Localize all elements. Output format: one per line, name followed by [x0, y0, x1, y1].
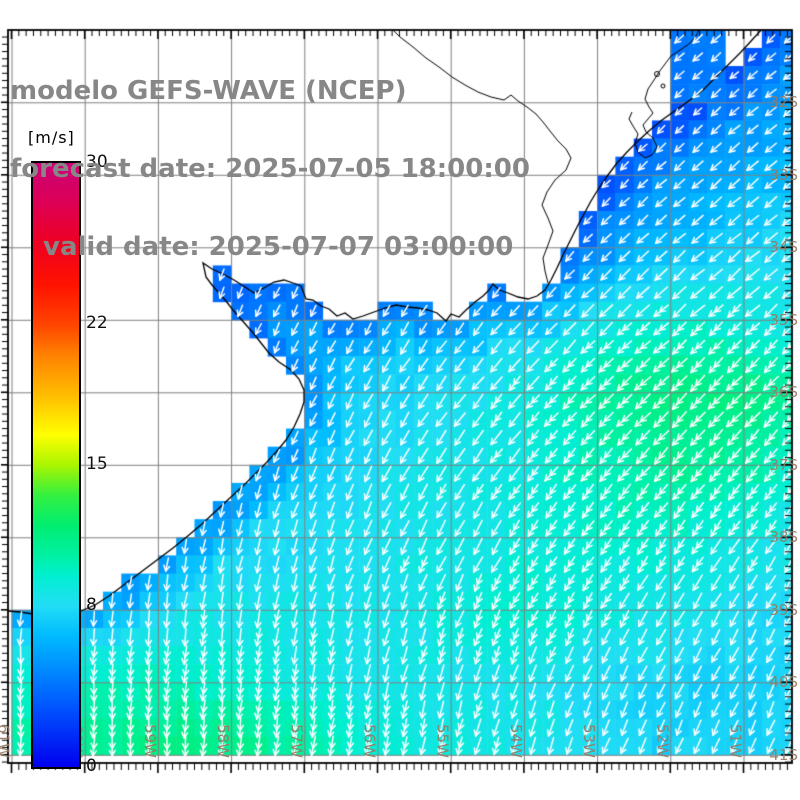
valid-date: valid date: 2025-07-07 03:00:00 [43, 232, 514, 262]
lat-label-35s: 35S [769, 310, 798, 329]
colorbar-tick-15: 15 [86, 454, 108, 474]
colorbar-tick-0: 0 [86, 756, 97, 776]
forecast-date: forecast date: 2025-07-05 18:00:00 [10, 154, 530, 184]
colorbar-tick-22: 22 [86, 313, 108, 334]
lon-label-61w: 61W [0, 724, 13, 758]
colorbar [31, 161, 81, 769]
lon-label-57w: 57W [287, 724, 306, 758]
title-block: modelo GEFS-WAVE (NCEP) forecast date: 2… [10, 26, 530, 312]
colorbar-tick-30: 30 [86, 152, 108, 172]
lon-label-54w: 54W [506, 724, 525, 758]
model-title: modelo GEFS-WAVE (NCEP) [10, 76, 407, 106]
lon-label-51w: 51W [726, 724, 745, 758]
lat-label-36s: 36S [769, 383, 798, 402]
lat-label-39s: 39S [769, 600, 798, 619]
lat-label-33s: 33S [769, 165, 798, 184]
lon-label-53w: 53W [580, 724, 599, 758]
lat-label-37s: 37S [769, 455, 798, 474]
lon-label-59w: 59W [140, 724, 159, 758]
colorbar-unit-label: [m/s] [28, 128, 75, 147]
lat-label-34s: 34S [769, 238, 798, 257]
colorbar-tick-8: 8 [86, 594, 97, 615]
lat-label-40s: 40S [769, 673, 798, 692]
lat-label-38s: 38S [769, 528, 798, 547]
lon-label-56w: 56W [360, 724, 379, 758]
lon-label-58w: 58W [214, 724, 233, 758]
lat-label-32s: 32S [769, 93, 798, 112]
lon-label-55w: 55W [433, 724, 452, 758]
lon-label-52w: 52W [653, 724, 672, 758]
lat-label-41s: 41S [769, 745, 798, 764]
